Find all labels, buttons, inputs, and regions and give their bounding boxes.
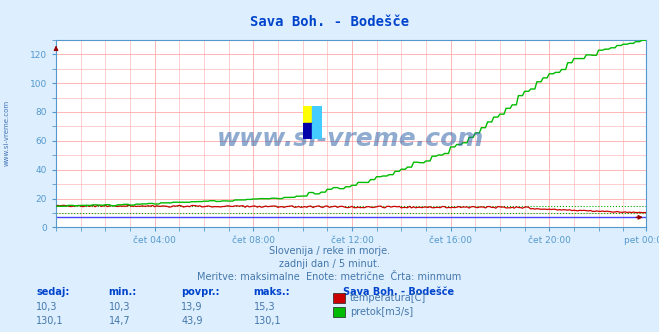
Text: 43,9: 43,9 — [181, 316, 203, 326]
Text: 15,3: 15,3 — [254, 302, 275, 312]
Bar — [312, 123, 322, 139]
Text: maks.:: maks.: — [254, 287, 291, 297]
Text: 10,3: 10,3 — [36, 302, 58, 312]
Text: min.:: min.: — [109, 287, 137, 297]
Text: Slovenija / reke in morje.: Slovenija / reke in morje. — [269, 246, 390, 256]
Text: 130,1: 130,1 — [36, 316, 64, 326]
Bar — [312, 106, 322, 123]
Text: temperatura[C]: temperatura[C] — [350, 293, 426, 303]
Text: povpr.:: povpr.: — [181, 287, 219, 297]
Bar — [303, 123, 312, 139]
Text: Sava Boh. - Bodešče: Sava Boh. - Bodešče — [250, 15, 409, 29]
Text: Meritve: maksimalne  Enote: metrične  Črta: minmum: Meritve: maksimalne Enote: metrične Črta… — [198, 272, 461, 282]
Text: Sava Boh. - Bodešče: Sava Boh. - Bodešče — [343, 287, 454, 297]
Bar — [303, 106, 312, 123]
Text: www.si-vreme.com: www.si-vreme.com — [217, 127, 484, 151]
Text: pretok[m3/s]: pretok[m3/s] — [350, 307, 413, 317]
Text: www.si-vreme.com: www.si-vreme.com — [3, 100, 10, 166]
Text: zadnji dan / 5 minut.: zadnji dan / 5 minut. — [279, 259, 380, 269]
Text: 130,1: 130,1 — [254, 316, 281, 326]
Text: 10,3: 10,3 — [109, 302, 130, 312]
Text: 13,9: 13,9 — [181, 302, 203, 312]
Text: 14,7: 14,7 — [109, 316, 130, 326]
Text: sedaj:: sedaj: — [36, 287, 70, 297]
